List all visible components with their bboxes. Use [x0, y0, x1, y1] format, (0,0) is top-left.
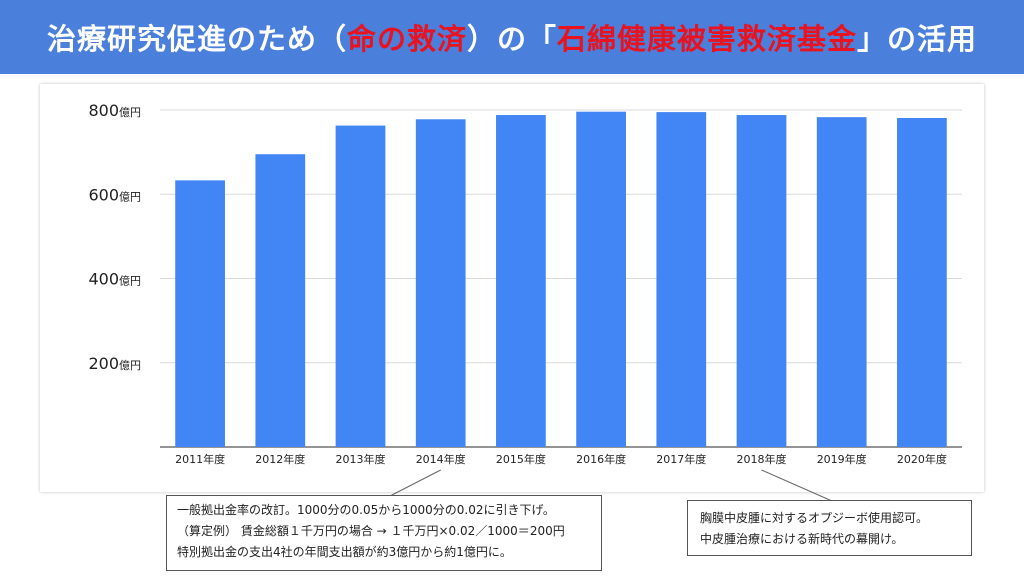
bar-2016年度 — [576, 111, 626, 447]
x-tick-label: 2020年度 — [897, 452, 947, 466]
annotation-line: （算定例） 賃金総額１千万円の場合 → １千万円×0.02／1000＝200円 — [177, 524, 565, 538]
bar-2012年度 — [255, 154, 306, 447]
header-bar: 治療研究促進のため（命の救済）の「石綿健康被害救済基金」の活用 — [0, 0, 1024, 74]
bar-2014年度 — [415, 119, 466, 447]
title-highlight-2: 石綿健康被害救済基金 — [557, 22, 858, 56]
bar-2013年度 — [335, 125, 386, 448]
x-tick-label: 2019年度 — [817, 452, 867, 466]
x-tick-label: 2018年度 — [737, 452, 787, 466]
annotation-leader-lines — [389, 469, 833, 502]
bar-2020年度 — [897, 118, 947, 447]
bar-2011年度 — [175, 180, 225, 447]
y-axis-labels: 200億円 400億円 600億円 800億円 — [88, 101, 141, 373]
leader-line — [389, 469, 441, 497]
leader-line — [761, 469, 833, 502]
chart-bars — [175, 111, 947, 448]
annotation-box-2018: 胸膜中皮腫に対するオプジーボ使用認可。 中皮腫治療における新時代の幕開け。 — [687, 500, 972, 556]
title-part-3: 」の活用 — [857, 22, 978, 56]
x-axis-labels: 2011年度 2012年度 2013年度 2014年度 2015年度 2016年度 2017… — [175, 452, 947, 466]
x-tick-label: 2017年度 — [656, 452, 706, 466]
x-tick-label: 2012年度 — [255, 452, 305, 466]
title-highlight-1: 命の救済 — [346, 22, 467, 56]
annotation-line: 中皮腫治療における新時代の幕開け。 — [700, 532, 904, 546]
x-tick-label: 2016年度 — [576, 452, 626, 466]
annotation-line: 特別拠出金の支出4社の年間支出額が約3億円から約1億円に。 — [177, 545, 512, 559]
x-tick-label: 2015年度 — [496, 452, 546, 466]
bar-2018年度 — [736, 115, 787, 448]
y-tick-label: 600億円 — [88, 185, 141, 204]
title-part-1: 治療研究促進のため（ — [46, 22, 347, 56]
x-tick-label: 2013年度 — [336, 452, 386, 466]
bar-2019年度 — [816, 117, 867, 447]
annotation-box-2014: 一般拠出金率の改訂。1000分の0.05から1000分の0.02に引き下げ。 （… — [166, 495, 602, 571]
bar-2015年度 — [496, 115, 546, 448]
x-tick-label: 2011年度 — [175, 452, 225, 466]
annotation-line: 一般拠出金率の改訂。1000分の0.05から1000分の0.02に引き下げ。 — [177, 503, 555, 517]
bar-2017年度 — [656, 112, 707, 447]
page-title: 治療研究促進のため（命の救済）の「石綿健康被害救済基金」の活用 — [47, 16, 977, 58]
annotation-line: 胸膜中皮腫に対するオプジーボ使用認可。 — [700, 511, 929, 525]
title-part-2: ）の「 — [466, 22, 557, 56]
x-tick-label: 2014年度 — [416, 452, 466, 466]
y-tick-label: 800億円 — [88, 101, 141, 120]
y-tick-label: 200億円 — [88, 354, 141, 373]
y-tick-label: 400億円 — [88, 270, 141, 289]
